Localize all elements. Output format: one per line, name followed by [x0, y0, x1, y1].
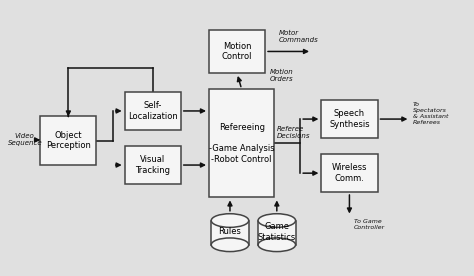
Bar	[40, 116, 97, 165]
Text: Refereeing

-Game Analysis
-Robot Control: Refereeing -Game Analysis -Robot Control	[209, 123, 274, 163]
Text: Referee
Decisions: Referee Decisions	[277, 126, 310, 139]
Text: Motor
Commands: Motor Commands	[279, 30, 319, 43]
Bar	[125, 146, 181, 184]
Bar	[321, 100, 377, 138]
Text: Game
Statistics: Game Statistics	[258, 222, 296, 242]
Text: Speech
Synthesis: Speech Synthesis	[329, 109, 370, 129]
Text: Motion
Orders: Motion Orders	[270, 69, 293, 82]
Bar	[209, 30, 265, 73]
Ellipse shape	[258, 214, 296, 227]
Bar	[209, 89, 274, 198]
Text: Video
Sequence: Video Sequence	[8, 133, 42, 146]
Bar	[211, 221, 249, 245]
Ellipse shape	[211, 238, 249, 252]
Ellipse shape	[258, 238, 296, 252]
Text: Motion
Control: Motion Control	[222, 42, 252, 61]
Bar	[125, 92, 181, 130]
Text: Visual
Tracking: Visual Tracking	[135, 155, 170, 175]
Bar	[321, 154, 377, 192]
Text: Object
Perception: Object Perception	[46, 131, 91, 150]
Text: To
Spectators
& Assistant
Referees: To Spectators & Assistant Referees	[413, 102, 448, 125]
Text: Rules: Rules	[219, 227, 241, 237]
Text: Wireless
Comm.: Wireless Comm.	[332, 163, 367, 183]
Ellipse shape	[211, 214, 249, 227]
Bar	[258, 221, 296, 245]
Text: Self-
Localization: Self- Localization	[128, 101, 178, 121]
Text: To Game
Controller: To Game Controller	[354, 219, 385, 230]
